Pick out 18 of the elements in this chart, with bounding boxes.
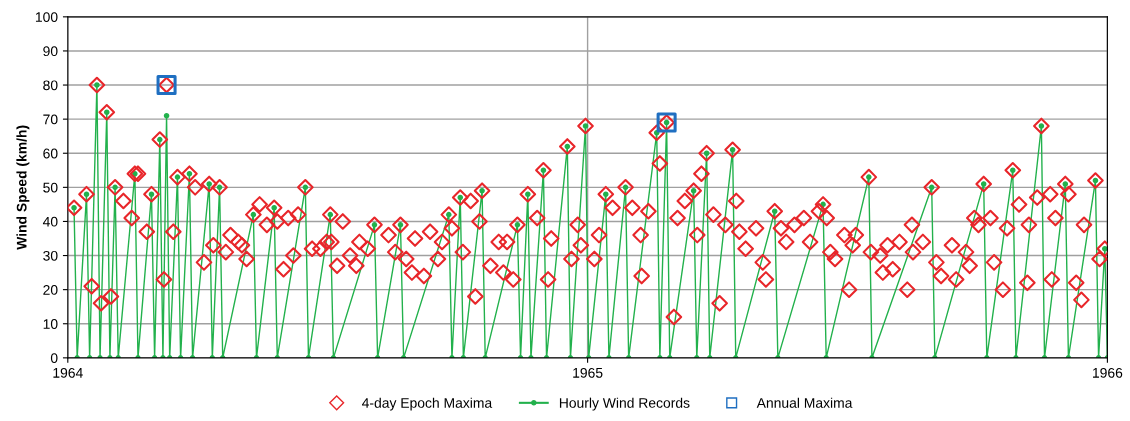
y-tick-label: 100	[35, 12, 58, 23]
y-tick-label: 80	[43, 80, 58, 91]
y-axis-title: Wind Speed (km/h)	[16, 125, 30, 250]
y-tick-label: 50	[43, 182, 58, 193]
y-tick-label: 70	[43, 114, 58, 125]
y-tick-label: 90	[43, 46, 58, 57]
x-tick-label: 1964	[53, 367, 83, 378]
y-tick-label: 10	[43, 319, 58, 329]
y-tick-label: 0	[50, 353, 58, 364]
legend-label: Annual Maxima	[756, 397, 853, 408]
y-tick-label: 40	[42, 216, 58, 227]
legend-label: Hourly Wind Records	[559, 397, 690, 411]
y-tick-label: 20	[43, 284, 58, 295]
legend-label: 4-day Epoch Maxima	[362, 397, 493, 411]
y-tick-label: 60	[43, 148, 58, 159]
y-tick-label: 30	[43, 250, 58, 261]
x-tick-label: 1966	[1093, 367, 1123, 378]
x-tick-label: 1965	[573, 367, 603, 378]
